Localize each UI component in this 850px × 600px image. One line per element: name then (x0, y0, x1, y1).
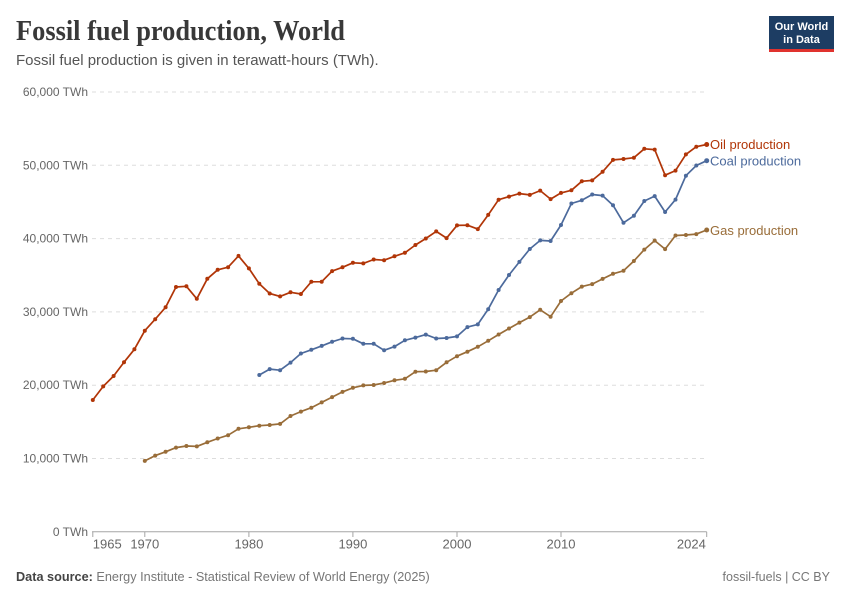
svg-text:40,000 TWh: 40,000 TWh (23, 232, 88, 246)
svg-text:2000: 2000 (443, 537, 472, 552)
svg-text:20,000 TWh: 20,000 TWh (23, 378, 88, 392)
svg-text:50,000 TWh: 50,000 TWh (23, 158, 88, 172)
svg-text:Gas production: Gas production (710, 223, 798, 238)
svg-text:0 TWh: 0 TWh (53, 525, 88, 539)
svg-text:10,000 TWh: 10,000 TWh (23, 452, 88, 466)
svg-text:2010: 2010 (547, 537, 576, 552)
svg-text:1980: 1980 (234, 537, 263, 552)
svg-text:Coal production: Coal production (710, 154, 801, 169)
svg-text:1990: 1990 (338, 537, 367, 552)
svg-text:1970: 1970 (130, 537, 159, 552)
svg-text:1965: 1965 (93, 537, 122, 552)
svg-text:Oil production: Oil production (710, 137, 790, 152)
svg-text:2024: 2024 (677, 537, 706, 552)
svg-text:60,000 TWh: 60,000 TWh (23, 85, 88, 99)
svg-text:30,000 TWh: 30,000 TWh (23, 305, 88, 319)
